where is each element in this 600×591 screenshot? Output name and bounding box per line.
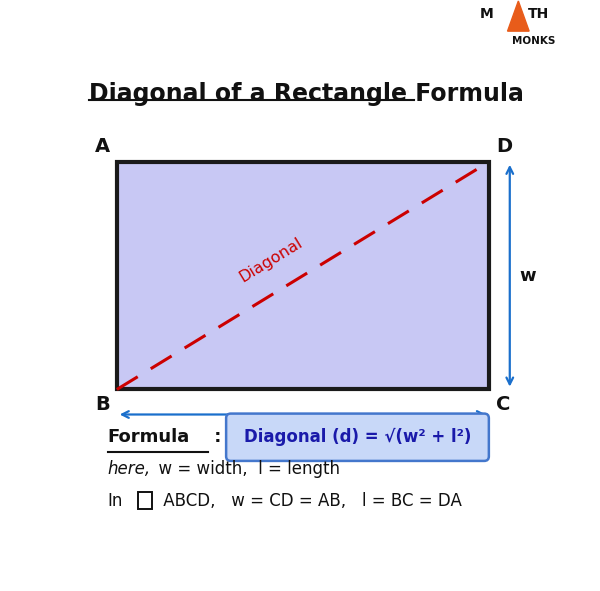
Polygon shape xyxy=(508,1,529,31)
Text: ABCD,   w = CD = AB,   l = BC = DA: ABCD, w = CD = AB, l = BC = DA xyxy=(158,492,461,510)
Text: :: : xyxy=(208,428,221,446)
Text: Diagonal of a Rectangle Formula: Diagonal of a Rectangle Formula xyxy=(89,82,524,106)
Text: A: A xyxy=(95,137,110,156)
Text: w: w xyxy=(519,267,536,285)
Text: here,: here, xyxy=(107,460,151,478)
Text: l: l xyxy=(300,426,306,444)
Text: B: B xyxy=(95,395,110,414)
Text: Diagonal: Diagonal xyxy=(236,235,305,285)
Text: Diagonal (d) = √(w² + l²): Diagonal (d) = √(w² + l²) xyxy=(244,428,472,446)
Text: M: M xyxy=(480,7,494,21)
Text: Formula: Formula xyxy=(107,428,190,446)
Text: D: D xyxy=(496,137,512,156)
Bar xyxy=(138,492,152,509)
Text: MONKS: MONKS xyxy=(512,36,556,46)
Text: w = width,  l = length: w = width, l = length xyxy=(148,460,340,478)
Text: TH: TH xyxy=(527,7,549,21)
Text: In: In xyxy=(107,492,123,510)
Bar xyxy=(117,162,489,389)
Text: C: C xyxy=(496,395,510,414)
FancyBboxPatch shape xyxy=(226,414,489,461)
